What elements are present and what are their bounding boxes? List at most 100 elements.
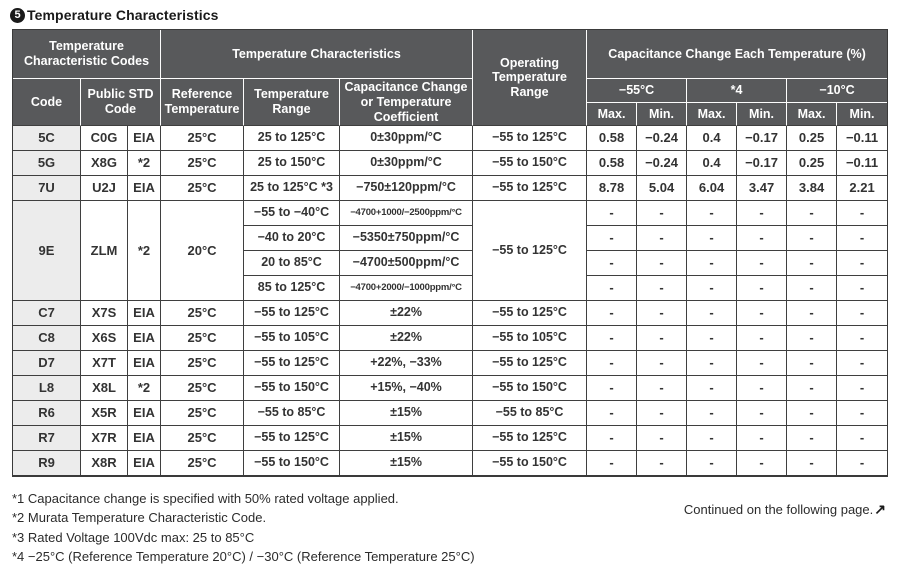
value-cell: - [737, 301, 788, 327]
value-cell: - [637, 426, 688, 452]
table-row: C8 X6S EIA 25°C −55 to 105°C ±22% −55 to… [13, 326, 888, 352]
coeff-cell: ±22% [340, 326, 474, 352]
value-cell: - [587, 301, 638, 327]
table-row: 5C C0G EIA 25°C 25 to 125°C 0±30ppm/°C −… [13, 126, 888, 152]
value-cell: - [687, 401, 738, 427]
temp-range-cell: 25 to 125°C [244, 126, 341, 152]
std-org-cell: EIA [128, 426, 162, 452]
std-code-cell: ZLM [81, 201, 128, 302]
value-cell: - [837, 301, 888, 327]
value-cell: - [787, 401, 838, 427]
value-cell: 6.04 [687, 176, 738, 202]
value-cell: 2.21 [837, 176, 888, 202]
table-row: C7 X7S EIA 25°C −55 to 125°C ±22% −55 to… [13, 301, 888, 327]
header-max-55: Max. [587, 103, 638, 127]
std-code-cell: X7T [81, 351, 128, 377]
value-cell: - [787, 276, 838, 302]
value-cell: - [587, 376, 638, 402]
header-min-10: Min. [837, 103, 888, 127]
value-cell: - [787, 301, 838, 327]
value-cell: - [687, 351, 738, 377]
value-cell: −0.24 [637, 126, 688, 152]
value-cell: - [687, 201, 738, 227]
code-cell: R9 [13, 451, 81, 476]
north-east-arrow-icon: ↗ [874, 501, 886, 517]
footnote-3: *3 Rated Voltage 100Vdc max: 25 to 85°C [12, 529, 255, 545]
coeff-cell: −750±120ppm/°C [340, 176, 474, 202]
value-cell: - [837, 351, 888, 377]
temp-range-cell: −55 to 125°C [244, 301, 341, 327]
table-row: L8 X8L *2 25°C −55 to 150°C +15%, −40% −… [13, 376, 888, 402]
header-minus10c: −10°C [787, 79, 888, 104]
code-cell: 7U [13, 176, 81, 202]
table-row: 5G X8G *2 25°C 25 to 150°C 0±30ppm/°C −5… [13, 151, 888, 177]
table-row-9e-sub: 20 to 85°C −4700±500ppm/°C - - - - - - [13, 251, 888, 277]
temp-range-cell: −40 to 20°C [244, 226, 341, 252]
std-code-cell: X5R [81, 401, 128, 427]
code-cell: R6 [13, 401, 81, 427]
value-cell: −0.11 [837, 151, 888, 177]
value-cell: - [637, 451, 688, 476]
value-cell: - [687, 226, 738, 252]
value-cell: - [837, 376, 888, 402]
header-temp-char-codes: Temperature Characteristic Codes [13, 30, 162, 79]
std-org-cell: *2 [128, 376, 162, 402]
value-cell: - [687, 326, 738, 352]
value-cell: 0.58 [587, 151, 638, 177]
value-cell: - [787, 426, 838, 452]
value-cell: - [737, 326, 788, 352]
op-range-cell: −55 to 150°C [473, 376, 588, 402]
coeff-cell: −4700+2000/−1000ppm/°C [340, 276, 474, 302]
value-cell: - [637, 301, 688, 327]
std-org-cell: EIA [128, 451, 162, 476]
value-cell: - [737, 401, 788, 427]
value-cell: - [737, 426, 788, 452]
ref-temp-cell: 25°C [161, 451, 245, 476]
coeff-cell: −4700+1000/−2500ppm/°C [340, 201, 474, 227]
coeff-cell: ±22% [340, 301, 474, 327]
op-range-cell: −55 to 125°C [473, 426, 588, 452]
header-reference-temperature: Reference Temperature [161, 79, 245, 127]
std-code-cell: C0G [81, 126, 128, 152]
page-title: Temperature Characteristics [27, 7, 219, 23]
value-cell: - [737, 226, 788, 252]
table-row: R7 X7R EIA 25°C −55 to 125°C ±15% −55 to… [13, 426, 888, 452]
ref-temp-cell: 25°C [161, 326, 245, 352]
code-cell: 9E [13, 201, 81, 302]
value-cell: - [787, 376, 838, 402]
coeff-cell: +15%, −40% [340, 376, 474, 402]
section-title-line: 5 Temperature Characteristics [10, 7, 888, 23]
temp-range-cell: −55 to 85°C [244, 401, 341, 427]
header-operating-range: Operating Temperature Range [473, 30, 588, 127]
temp-range-cell: 20 to 85°C [244, 251, 341, 277]
header-star4: *4 [687, 79, 788, 104]
std-org-cell: EIA [128, 176, 162, 202]
value-cell: 8.78 [587, 176, 638, 202]
ref-temp-cell: 25°C [161, 176, 245, 202]
value-cell: 0.25 [787, 126, 838, 152]
value-cell: - [787, 226, 838, 252]
op-range-cell: −55 to 125°C [473, 201, 588, 302]
temperature-characteristics-table: Temperature Characteristic Codes Tempera… [13, 30, 888, 476]
value-cell: - [687, 276, 738, 302]
temp-range-cell: −55 to 150°C [244, 451, 341, 476]
value-cell: - [837, 326, 888, 352]
code-cell: C7 [13, 301, 81, 327]
value-cell: −0.11 [837, 126, 888, 152]
code-cell: D7 [13, 351, 81, 377]
ref-temp-cell: 25°C [161, 401, 245, 427]
temp-range-cell: −55 to −40°C [244, 201, 341, 227]
temp-range-cell: −55 to 125°C [244, 351, 341, 377]
value-cell: - [837, 451, 888, 476]
value-cell: - [737, 201, 788, 227]
value-cell: - [837, 226, 888, 252]
header-max-star4: Max. [687, 103, 738, 127]
table-row: D7 X7T EIA 25°C −55 to 125°C +22%, −33% … [13, 351, 888, 377]
value-cell: - [687, 451, 738, 476]
header-temp-characteristics: Temperature Characteristics [161, 30, 474, 79]
std-code-cell: X8L [81, 376, 128, 402]
value-cell: - [587, 226, 638, 252]
value-cell: - [787, 451, 838, 476]
value-cell: −0.24 [637, 151, 688, 177]
op-range-cell: −55 to 105°C [473, 326, 588, 352]
